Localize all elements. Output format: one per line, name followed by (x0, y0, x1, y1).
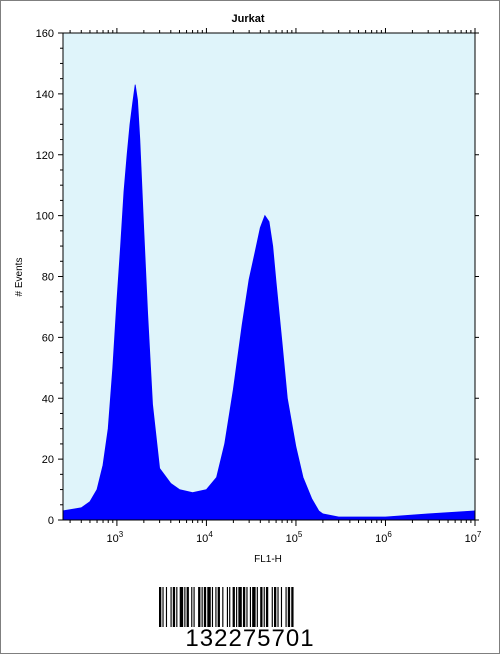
y-tick-label: 120 (36, 150, 54, 162)
x-tick-base: 10 (196, 533, 208, 545)
barcode-bar (172, 587, 176, 627)
x-tick-base: 10 (286, 533, 298, 545)
barcode-bar (291, 587, 294, 627)
chart-title: Jurkat (231, 13, 264, 25)
barcode-bar (246, 587, 248, 627)
barcode-bar (238, 587, 242, 627)
barcode-bar (271, 587, 273, 627)
y-tick-label: 60 (42, 332, 54, 344)
x-tick-exponent: 4 (208, 530, 213, 539)
data-layer (62, 84, 476, 521)
barcode-bar (232, 587, 235, 627)
barcode-bar (215, 587, 217, 627)
x-tick-exponent: 3 (119, 530, 124, 539)
y-tick-label: 100 (36, 211, 54, 223)
barcode-bar (193, 587, 195, 627)
y-axis-label: # Events (14, 258, 25, 297)
barcode-bar (277, 587, 279, 627)
barcode-bar (201, 587, 203, 627)
x-tick-base: 10 (375, 533, 387, 545)
barcode-area: 132275701 (0, 575, 500, 654)
barcode-bar (242, 587, 246, 627)
x-tick-base: 10 (465, 533, 477, 545)
histogram-area (62, 84, 476, 521)
barcode-bar (252, 587, 256, 627)
barcode-bar (162, 587, 164, 627)
barcode-bar (285, 587, 287, 627)
barcode-bar (280, 587, 283, 627)
barcode-bar (217, 587, 220, 627)
barcode-bar (191, 587, 193, 627)
barcode-bar (186, 587, 189, 627)
x-tick-exponent: 5 (298, 530, 303, 539)
y-tick-label: 40 (42, 393, 54, 405)
x-tick-label: 107 (465, 530, 482, 545)
barcode-bar (265, 587, 269, 627)
x-tick-label: 104 (196, 530, 213, 545)
barcode-bar (287, 587, 291, 627)
barcode-bar (274, 587, 277, 627)
x-axis: 103 104 105 106 107 (69, 28, 482, 545)
barcode-bar (211, 587, 214, 627)
barcode-bar (222, 587, 224, 627)
y-tick-label: 80 (42, 272, 54, 284)
x-axis-label: FL1-H (254, 554, 282, 565)
x-tick-exponent: 6 (387, 530, 392, 539)
y-tick-label: 140 (36, 89, 54, 101)
barcode-bar (179, 587, 184, 627)
barcode-bar (170, 587, 172, 627)
barcode-bar (249, 587, 251, 627)
barcode-bar (236, 587, 238, 627)
barcode-bar (207, 587, 211, 627)
barcode-bar (184, 587, 186, 627)
y-tick-label: 160 (36, 28, 54, 40)
barcode (159, 587, 294, 627)
x-tick-base: 10 (107, 533, 119, 545)
barcode-bar (203, 587, 207, 627)
x-tick-label: 106 (375, 530, 392, 545)
y-tick-label: 0 (48, 515, 54, 527)
barcode-bar (260, 587, 263, 627)
barcode-bar (159, 587, 162, 627)
barcode-bar (198, 587, 201, 627)
barcode-number: 132275701 (185, 625, 315, 652)
x-tick-exponent: 7 (477, 530, 482, 539)
barcode-bar (263, 587, 265, 627)
barcode-bar (226, 587, 228, 627)
y-axis: 0 20 40 60 80 100 120 140 160 (36, 28, 479, 527)
barcode-bar (165, 587, 168, 627)
x-tick-label: 105 (286, 530, 303, 545)
y-tick-label: 20 (42, 454, 54, 466)
x-tick-label: 103 (107, 530, 124, 545)
barcode-bar (256, 587, 258, 627)
barcode-bar (176, 587, 178, 627)
barcode-bar (229, 587, 231, 627)
